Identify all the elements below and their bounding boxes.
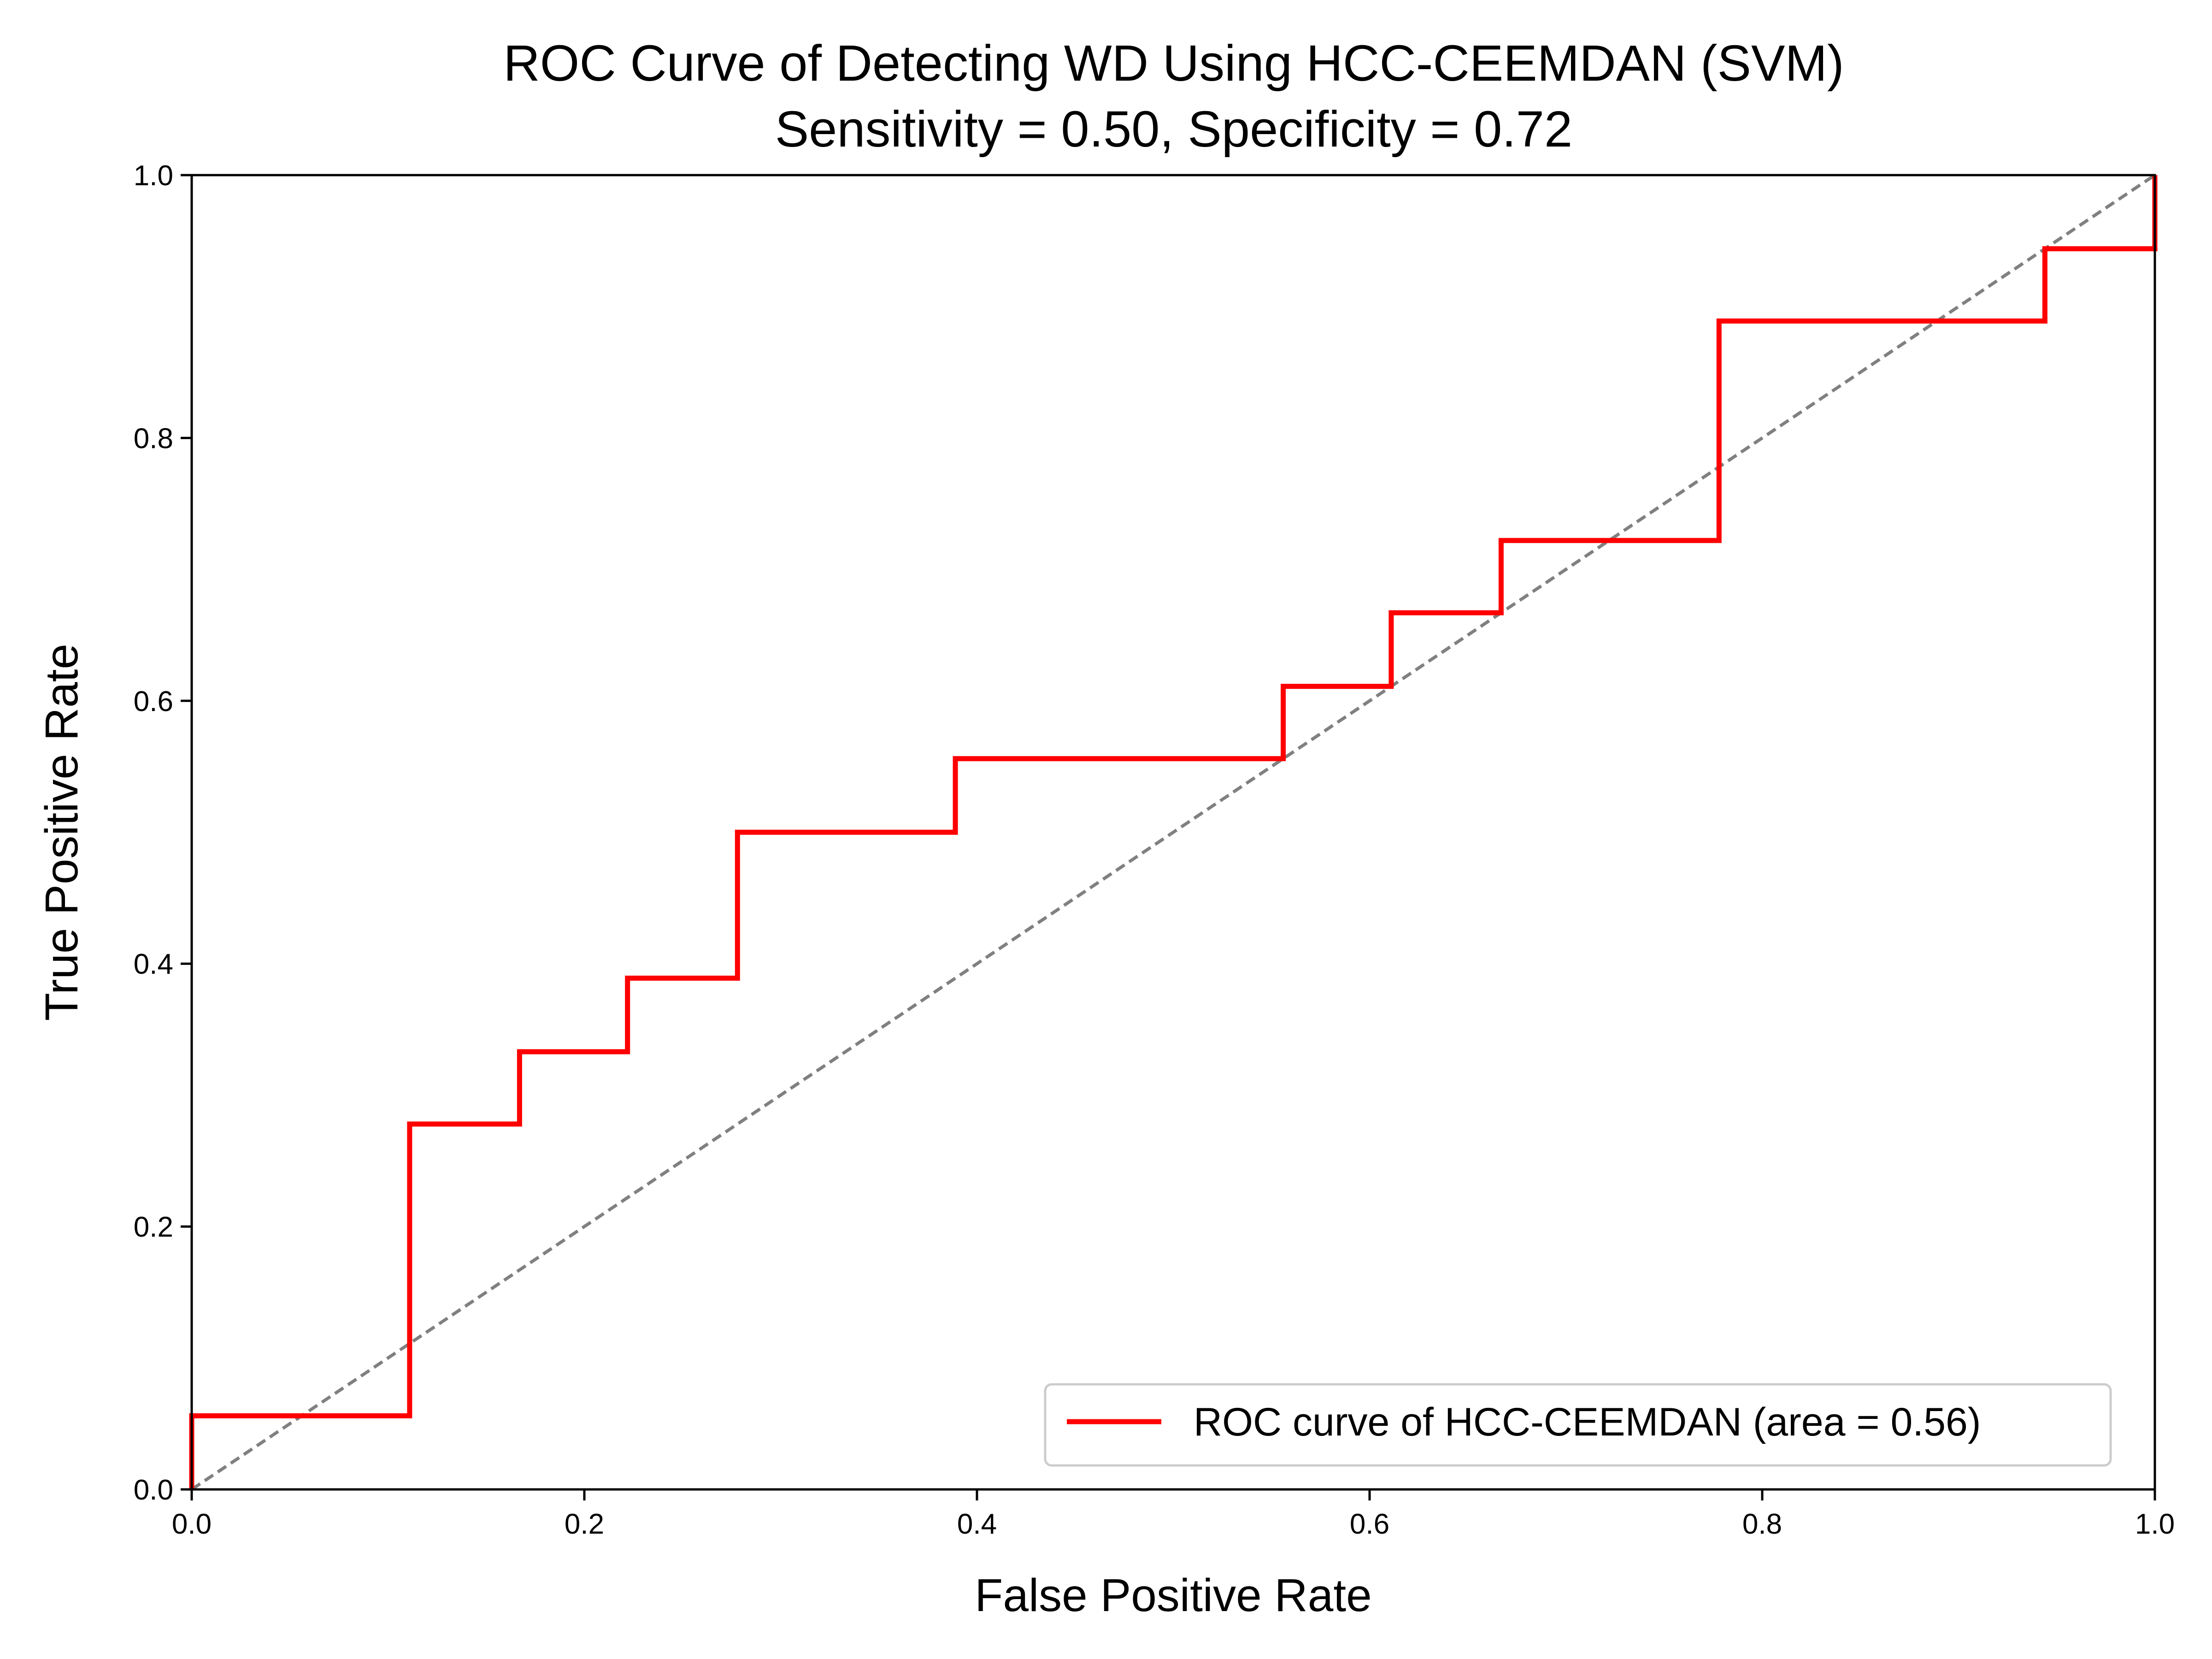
- x-tick-label: 0.8: [1742, 1508, 1782, 1540]
- y-axis-ticks: 0.0 0.2 0.4 0.6 0.8 1.0: [134, 160, 192, 1506]
- y-axis-label: True Positive Rate: [36, 644, 88, 1021]
- chart-subtitle: Sensitivity = 0.50, Specificity = 0.72: [775, 101, 1572, 158]
- legend: ROC curve of HCC-CEEMDAN (area = 0.56): [1044, 1383, 2112, 1467]
- legend-label: ROC curve of HCC-CEEMDAN (area = 0.56): [1194, 1400, 1981, 1444]
- roc-curve-line: [189, 175, 2158, 1489]
- x-tick-label: 0.6: [1350, 1508, 1389, 1540]
- chance-reference-line: [191, 174, 2156, 1491]
- y-tick-label: 0.2: [134, 1212, 173, 1243]
- x-tick-label: 0.4: [957, 1508, 997, 1540]
- x-tick-label: 1.0: [2135, 1508, 2175, 1540]
- y-tick-label: 0.6: [134, 686, 173, 718]
- chart-title: ROC Curve of Detecting WD Using HCC-CEEM…: [503, 35, 1844, 92]
- x-tick-label: 0.2: [565, 1508, 604, 1540]
- x-tick-label: 0.0: [172, 1508, 212, 1540]
- x-axis-label: False Positive Rate: [975, 1570, 1371, 1621]
- plot-area: [189, 174, 2158, 1491]
- x-axis-ticks: 0.0 0.2 0.4 0.6 0.8 1.0: [172, 1489, 2175, 1540]
- legend-box: [1044, 1383, 2112, 1467]
- y-tick-label: 1.0: [134, 160, 173, 192]
- y-tick-label: 0.0: [134, 1474, 173, 1506]
- y-tick-label: 0.4: [134, 948, 173, 980]
- y-tick-label: 0.8: [134, 423, 173, 454]
- plot-frame: [190, 174, 2156, 1491]
